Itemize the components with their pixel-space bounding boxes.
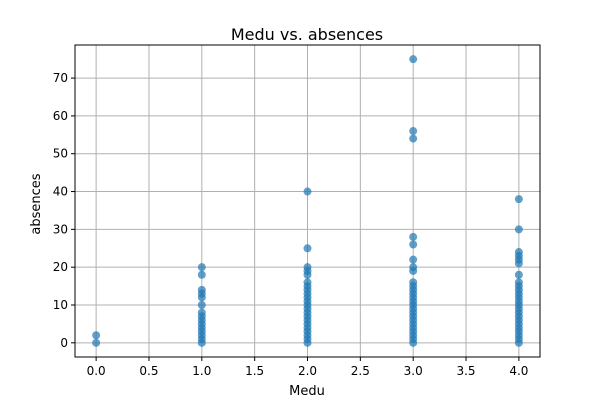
scatter-point	[197, 308, 206, 317]
scatter-point	[409, 55, 418, 64]
scatter-point	[197, 301, 206, 309]
y-tick-label: 20	[53, 260, 68, 274]
scatter-point	[409, 232, 418, 241]
x-tick-label: 3.5	[456, 364, 475, 378]
y-tick-label: 10	[53, 298, 68, 312]
x-tick-label: 1.5	[245, 364, 264, 378]
scatter-point	[514, 278, 523, 287]
scatter-point	[197, 270, 206, 279]
x-tick-label: 2.5	[351, 364, 370, 378]
x-axis-label: Medu	[289, 384, 325, 399]
x-tick-label: 3.0	[404, 364, 423, 378]
scatter-point	[303, 244, 312, 253]
scatter-point	[303, 187, 312, 196]
scatter-point	[197, 263, 206, 272]
scatter-point	[409, 134, 418, 143]
y-tick-label: 40	[53, 185, 68, 199]
chart-title: Medu vs. absences	[231, 25, 383, 44]
y-tick-label: 30	[53, 222, 68, 236]
scatter-point	[514, 225, 523, 234]
scatter-point	[514, 270, 523, 279]
scatter-point	[92, 331, 101, 340]
y-axis-label: absences	[29, 173, 44, 234]
data-points	[92, 55, 523, 347]
x-tick-label: 4.0	[509, 364, 528, 378]
x-tick-label: 2.0	[298, 364, 317, 378]
scatter-point	[92, 338, 101, 347]
axis-ticks: 0.0 0.5 1.0 1.5 2.0 2.5 3.0 3.5 4.0 0 10 20 30 40 50 60…	[53, 71, 529, 378]
scatter-point	[303, 278, 312, 287]
y-tick-label: 50	[53, 147, 68, 161]
x-tick-label: 0.5	[139, 364, 158, 378]
y-tick-label: 60	[53, 109, 68, 123]
scatter-point	[409, 263, 418, 272]
x-tick-label: 0.0	[87, 364, 106, 378]
scatter-point	[514, 195, 523, 204]
scatter-point	[197, 285, 206, 294]
scatter-point	[409, 255, 418, 264]
scatter-point	[514, 248, 523, 257]
scatter-point	[409, 127, 418, 136]
scatter-point	[409, 240, 418, 249]
scatter-point	[409, 278, 418, 287]
x-tick-label: 1.0	[192, 364, 211, 378]
scatter-point	[303, 263, 312, 272]
y-tick-label: 0	[60, 336, 68, 350]
y-tick-label: 70	[53, 71, 68, 85]
